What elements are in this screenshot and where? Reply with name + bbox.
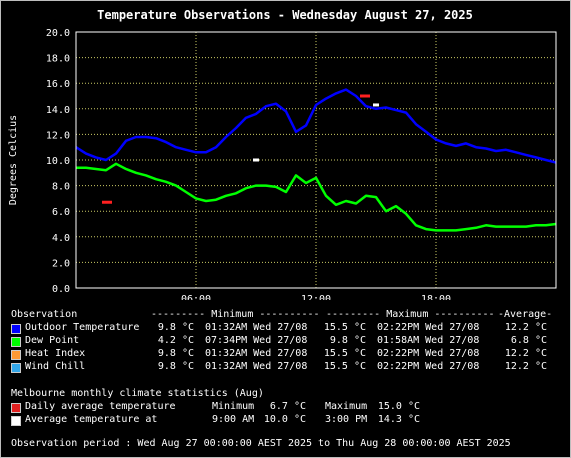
y-tick-labels: 0.0 2.0 4.0 6.0 8.0 10.0 12.0 14.0 16.0 18.0 20.0 (46, 28, 70, 295)
y-tick-label: 0.0 (52, 284, 70, 295)
y-tick-label: 2.0 (52, 258, 70, 269)
climate-b-value: 14.3 °C (377, 414, 420, 425)
series-line-outdoor-temperature (75, 88, 557, 164)
observation-period: Observation period : Wed Aug 27 00:00:00… (11, 438, 511, 449)
legend-max-when: 01:58AM Wed 27/08 (377, 335, 480, 346)
legend-average: 12.2 °C (504, 361, 547, 372)
y-axis-label: Degrees Celcius (8, 115, 19, 205)
climate-a-value: 10.0 °C (263, 414, 306, 425)
y-tick-label: 20.0 (46, 28, 70, 39)
legend-max-when: 02:22PM Wed 27/08 (377, 322, 480, 333)
legend-label: Outdoor Temperature (25, 322, 140, 333)
legend-swatch (11, 363, 21, 373)
y-tick-label: 18.0 (46, 54, 70, 65)
y-tick-label: 10.0 (46, 156, 70, 167)
legend-min-when: 07:34PM Wed 27/08 (205, 335, 308, 346)
series-line-dew-point (76, 162, 557, 232)
x-tick-labels: 06:00 12:00 18:00 (181, 294, 451, 300)
climate-b-label: Maximum (325, 401, 368, 412)
legend-min-when: 01:32AM Wed 27/08 (205, 361, 308, 372)
legend-label: Heat Index (25, 348, 86, 359)
y-tick-label: 16.0 (46, 79, 70, 90)
legend-max-value: 15.5 °C (323, 348, 366, 359)
y-tick-label: 6.0 (52, 207, 70, 218)
legend-label: Wind Chill (25, 361, 86, 372)
climate-swatch (11, 403, 21, 413)
climate-markers (102, 94, 379, 204)
climate-label: Average temperature at (25, 414, 158, 425)
legend-swatch (11, 350, 21, 360)
x-tick-label: 06:00 (181, 294, 211, 300)
climate-heading: Melbourne monthly climate statistics (Au… (11, 388, 264, 399)
legend-swatch (11, 324, 21, 334)
climate-swatch (11, 416, 21, 426)
y-tick-label: 14.0 (46, 105, 70, 116)
climate-a-value: 6.7 °C (269, 401, 306, 412)
climate-label: Daily average temperature (25, 401, 176, 412)
x-tick-label: 12:00 (301, 294, 331, 300)
legend-header-average: -Average- (498, 309, 553, 320)
plot-area-border (75, 31, 557, 289)
legend-min-when: 01:32AM Wed 27/08 (205, 348, 308, 359)
y-tick-label: 4.0 (52, 233, 70, 244)
x-tick-label: 18:00 (421, 294, 451, 300)
legend-max-when: 02:22PM Wed 27/08 (377, 348, 480, 359)
y-tick-label: 12.0 (46, 130, 70, 141)
legend-label: Dew Point (25, 335, 80, 346)
legend-min-when: 01:32AM Wed 27/08 (205, 322, 308, 333)
temperature-chart: Temperature Observations - Wednesday Aug… (8, 8, 557, 300)
climate-b-label: 3:00 PM (325, 414, 368, 425)
legend-max-value: 15.5 °C (323, 361, 366, 372)
series-lines (75, 88, 557, 232)
climate-b-value: 15.0 °C (377, 401, 420, 412)
legend-min-value: 9.8 °C (157, 322, 194, 333)
legend-min-value: 9.8 °C (157, 361, 194, 372)
legend-average: 6.8 °C (510, 335, 547, 346)
legend-max-value: 15.5 °C (323, 322, 366, 333)
chart-title: Temperature Observations - Wednesday Aug… (97, 8, 473, 22)
legend-header-minimum: --------- Minimum ---------- (151, 309, 320, 320)
grid (76, 32, 556, 288)
y-tick-label: 8.0 (52, 182, 70, 193)
legend-min-value: 4.2 °C (157, 335, 194, 346)
legend-swatch (11, 337, 21, 347)
legend-average: 12.2 °C (504, 348, 547, 359)
climate-a-label: 9:00 AM (212, 414, 255, 425)
legend-header-maximum: --------- Maximum ---------- (326, 309, 495, 320)
legend-min-value: 9.8 °C (157, 348, 194, 359)
legend-average: 12.2 °C (504, 322, 547, 333)
climate-a-label: Minimum (212, 401, 255, 412)
legend-header-observation: Observation (11, 309, 78, 320)
legend-max-when: 02:22PM Wed 27/08 (377, 361, 480, 372)
legend-max-value: 9.8 °C (329, 335, 366, 346)
